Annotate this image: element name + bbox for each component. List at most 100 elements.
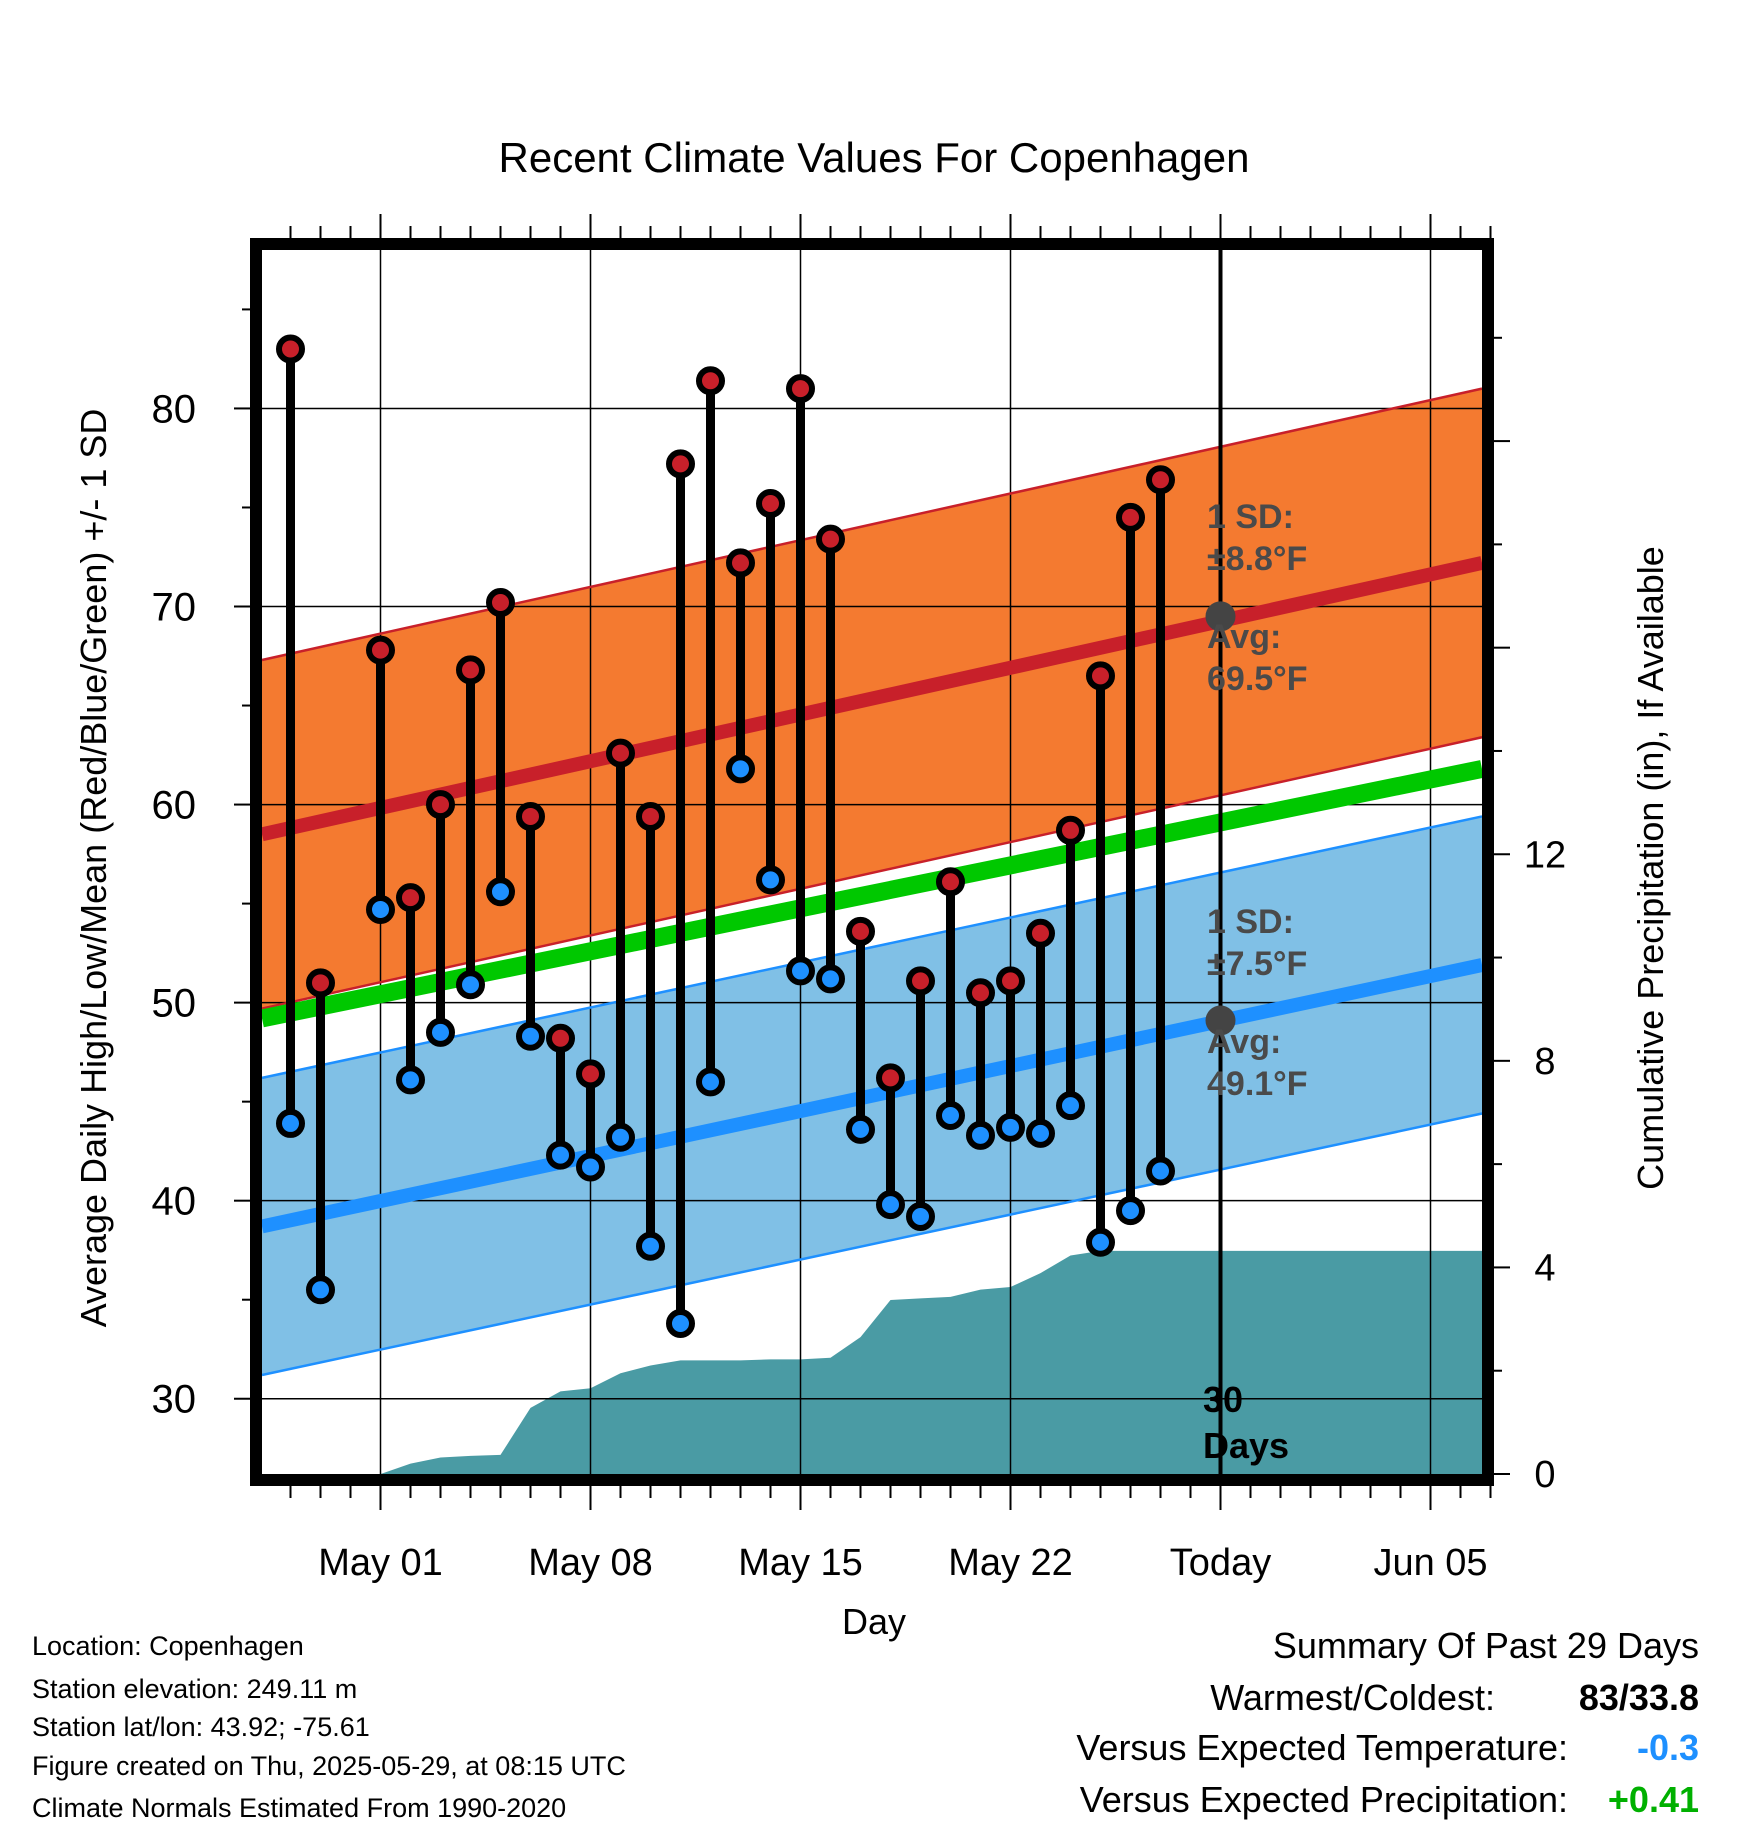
high-point-15 (726, 548, 755, 578)
x-tick-label-5: Jun 05 (1373, 1542, 1487, 1584)
low-point-1 (306, 1275, 335, 1305)
high-point-0 (276, 334, 305, 364)
summary-precip-label: Versus Expected Precipitation: (1079, 1779, 1568, 1820)
summary-warmest-value: 83/33.8 (1578, 1677, 1699, 1718)
low-normal-line (260, 958, 1484, 1234)
low-point-14 (696, 1067, 725, 1097)
high-band-upper-edge (261, 387, 1483, 662)
high-point-7 (486, 588, 515, 618)
high-point-6 (456, 655, 485, 685)
low-point-11 (606, 1122, 635, 1152)
high-point-13 (666, 449, 695, 479)
y-tick-label-60: 60 (152, 784, 197, 828)
y-right-tick-label-12: 12 (1524, 834, 1566, 876)
plot-frame (250, 238, 1494, 1486)
info-elevation: Station elevation: 249.11 m (32, 1674, 358, 1704)
y-tick-label-80: 80 (152, 387, 197, 431)
precip-area-shape (262, 1250, 1491, 1474)
high-sd-annotation-line-1: ±8.8°F (1207, 540, 1307, 578)
today-high-avg-marker (1205, 601, 1236, 632)
x-tick-label-1: May 08 (528, 1542, 653, 1584)
low-sd-annotation: 1 SD: ±7.5°F (1207, 903, 1307, 983)
high-point-1 (306, 968, 335, 998)
y-tick-label-70: 70 (152, 586, 197, 630)
high-point-5 (426, 790, 455, 820)
annotations: 1 SD: ±8.8°F Avg: 69.5°F 1 SD: ±7.5°F Avg: 49.1… (1205, 498, 1308, 1103)
low-point-27 (1086, 1227, 1115, 1257)
plot-border (250, 238, 1494, 1486)
y-tick-label-40: 40 (152, 1180, 197, 1224)
high-point-24 (996, 966, 1025, 996)
high-point-17 (786, 374, 815, 404)
high-avg-annotation-line-1: 69.5°F (1207, 660, 1308, 698)
low-avg-annotation: Avg: 49.1°F (1207, 1023, 1308, 1103)
high-point-22 (936, 867, 965, 897)
high-point-12 (636, 801, 665, 831)
y-axis-label: Average Daily High/Low/Mean (Red/Blue/Gr… (73, 409, 114, 1328)
low-point-5 (426, 1017, 455, 1047)
high-point-4 (396, 883, 425, 913)
low-sd-annotation-line-1: ±7.5°F (1207, 945, 1307, 983)
low-point-3 (366, 895, 395, 925)
low-avg-annotation-line-0: Avg: (1207, 1023, 1281, 1061)
today-marker-label: 30 Days (1203, 1379, 1289, 1466)
high-avg-annotation: Avg: 69.5°F (1207, 618, 1308, 698)
low-point-22 (936, 1101, 965, 1131)
low-point-23 (966, 1120, 995, 1150)
y-tick-label-50: 50 (152, 982, 197, 1026)
high-point-9 (546, 1023, 575, 1053)
low-point-6 (456, 970, 485, 1000)
low-band-lower-edge (261, 1112, 1483, 1377)
summary-title: Summary Of Past 29 Days (1272, 1625, 1699, 1666)
today-marker-number: 30 (1203, 1379, 1243, 1420)
today-marker-unit: Days (1203, 1425, 1289, 1466)
low-point-28 (1116, 1196, 1145, 1226)
high-point-14 (696, 366, 725, 396)
high-point-27 (1086, 661, 1115, 691)
info-normals: Climate Normals Estimated From 1990-2020 (32, 1793, 567, 1823)
high-normal-line (260, 556, 1484, 842)
high-point-28 (1116, 502, 1145, 532)
high-point-21 (906, 966, 935, 996)
low-point-17 (786, 956, 815, 986)
x-tick-label-3: May 22 (948, 1542, 1073, 1584)
low-point-8 (516, 1021, 545, 1051)
y-right-tick-label-8: 8 (1534, 1041, 1555, 1083)
low-point-9 (546, 1140, 575, 1170)
high-point-26 (1056, 815, 1085, 845)
daily-points (276, 334, 1175, 1338)
low-point-15 (726, 754, 755, 784)
high-sd-annotation-line-0: 1 SD: (1207, 498, 1294, 536)
high-point-8 (516, 801, 545, 831)
low-point-25 (1026, 1118, 1055, 1148)
low-point-16 (756, 865, 785, 895)
high-point-11 (606, 738, 635, 768)
low-point-10 (576, 1152, 605, 1182)
summary-warmest-label: Warmest/Coldest: (1210, 1677, 1495, 1718)
summary-temp-value: -0.3 (1636, 1727, 1699, 1768)
high-avg-annotation-line-0: Avg: (1207, 618, 1281, 656)
high-sd-annotation: 1 SD: ±8.8°F (1207, 498, 1307, 578)
low-point-29 (1146, 1156, 1175, 1186)
x-tick-label-4: Today (1170, 1542, 1271, 1584)
low-avg-annotation-line-1: 49.1°F (1207, 1065, 1308, 1103)
y-right-tick-label-4: 4 (1534, 1247, 1555, 1289)
today-low-avg-marker (1205, 1005, 1236, 1036)
chart-title: Recent Climate Values For Copenhagen (499, 134, 1250, 181)
low-point-7 (486, 877, 515, 907)
y-tick-label-30: 30 (152, 1378, 197, 1422)
high-point-23 (966, 978, 995, 1008)
summary-precip-value: +0.41 (1607, 1779, 1699, 1820)
y-right-tick-label-0: 0 (1534, 1454, 1555, 1496)
high-point-18 (816, 524, 845, 554)
low-point-26 (1056, 1091, 1085, 1121)
high-point-19 (846, 916, 875, 946)
high-band-lower-edge (261, 736, 1483, 1010)
daily-bars (286, 349, 1165, 1324)
high-point-20 (876, 1063, 905, 1093)
low-point-18 (816, 964, 845, 994)
summary-temp-label: Versus Expected Temperature: (1076, 1727, 1568, 1768)
low-point-0 (276, 1108, 305, 1138)
precip-area (262, 1250, 1491, 1474)
